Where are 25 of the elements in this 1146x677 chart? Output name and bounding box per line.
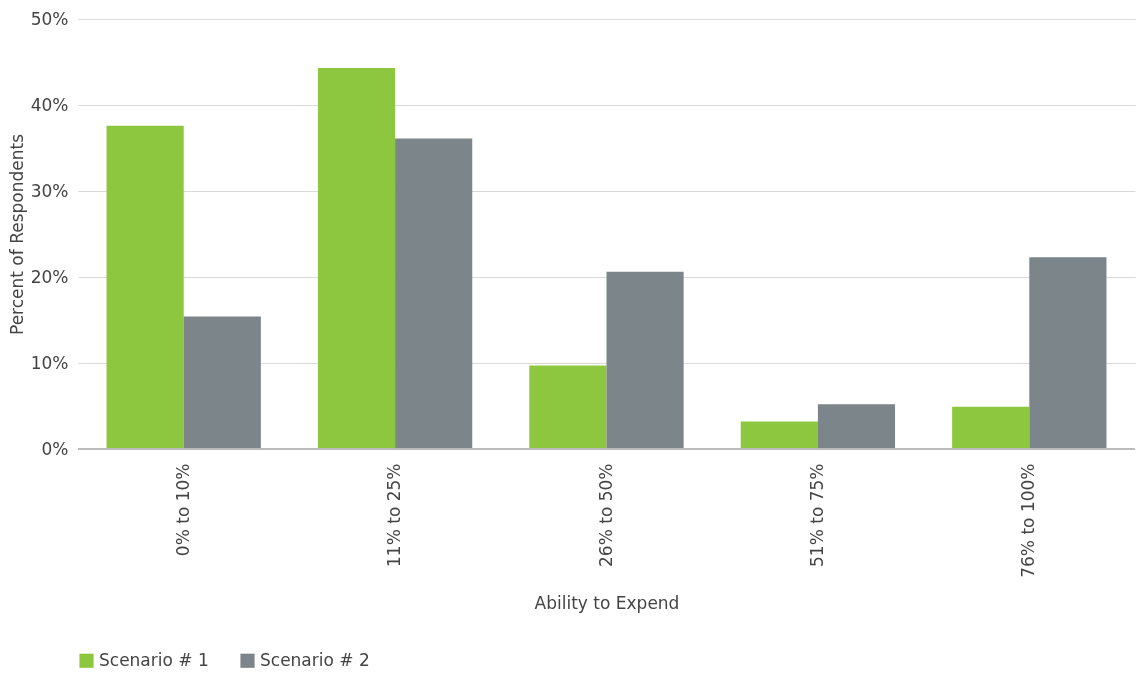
y-tick-label: 10% [30,352,69,373]
bar [1029,257,1107,449]
x-tick-label: 76% to 100% [1018,463,1039,578]
bar [529,365,607,449]
bar [106,125,184,449]
bar [817,404,896,449]
legend-label: Scenario # 2 [260,649,370,670]
y-tick-label: 30% [30,180,69,201]
bar [395,138,473,449]
y-tick-label: 0% [41,438,69,459]
bar [606,271,684,449]
x-tick-label: 0% to 10% [172,463,193,557]
y-axis-title: Percent of Respondents [6,133,27,336]
x-axis-title: Ability to Expend [534,592,680,613]
legend-label: Scenario # 1 [99,649,209,670]
y-tick-label: 20% [30,266,69,287]
y-tick-label: 50% [30,8,69,29]
y-tick-label: 40% [30,94,69,115]
x-tick-label: 51% to 75% [806,463,827,567]
x-tick-label: 26% to 50% [595,463,616,567]
bar [183,316,261,449]
bar [740,421,818,449]
bar [952,406,1030,449]
bar [317,68,396,449]
x-tick-label: 11% to 25% [384,463,405,567]
